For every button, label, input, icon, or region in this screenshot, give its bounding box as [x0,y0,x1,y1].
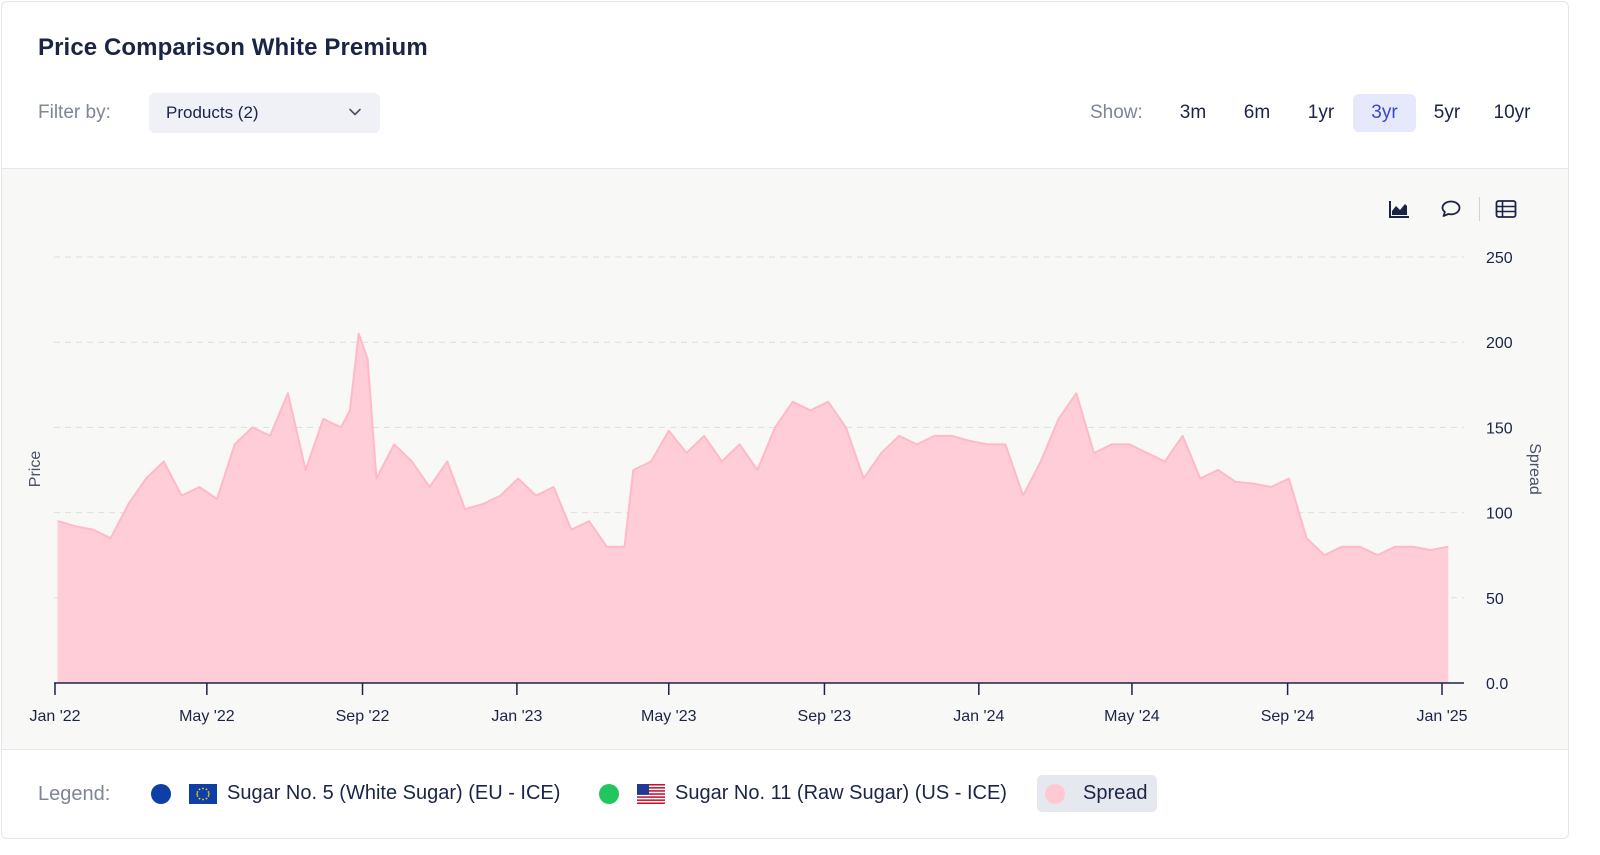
spread-area-chart: 250 200 150 100 50 0.0 Jan '22 May '22 Sep '22 Ja… [27,250,1543,725]
spread-line [57,332,1449,557]
x-tick-label: May '23 [641,708,697,725]
x-tick-label: Jan '22 [29,708,80,725]
legend-item-label: Sugar No. 11 (Raw Sugar) (US - ICE) [675,782,1007,804]
y-axis-title-left: Price [27,451,44,488]
eu-flag-icon [189,783,217,804]
page-title: Price Comparison White Premium [38,34,428,61]
legend-item-raw-sugar[interactable]: Sugar No. 11 (Raw Sugar) (US - ICE) [599,775,1007,812]
filter-value: Products (2) [166,103,259,122]
chart-area: 250 200 150 100 50 0.0 Jan '22 May '22 Sep '22 Ja… [2,168,1568,750]
y-axis-title-right: Spread [1526,443,1543,495]
legend-item-white-sugar[interactable]: Sugar No. 5 (White Sugar) (EU - ICE) [151,775,560,812]
y-tick-label: 150 [1486,420,1513,437]
comment-icon[interactable] [1439,197,1463,221]
range-6m-button[interactable]: 6m [1243,102,1271,123]
y-tick-label: 50 [1486,591,1504,608]
series-color-dot [151,783,171,804]
range-5yr-button[interactable]: 5yr [1433,102,1461,123]
x-tick-label: Jan '25 [1416,708,1467,725]
y-tick-label: 250 [1486,250,1513,267]
toolbar-divider [1479,197,1480,221]
x-tick-label: Jan '23 [491,708,542,725]
spread-area [57,333,1449,683]
chart-card: Price Comparison White Premium Filter by… [1,1,1569,839]
x-tick-label: May '22 [179,708,235,725]
legend-item-label: Spread [1083,782,1148,804]
range-3m-button[interactable]: 3m [1179,102,1207,123]
chevron-down-icon [349,108,361,116]
products-filter-dropdown[interactable]: Products (2) [149,93,380,133]
range-1yr-button[interactable]: 1yr [1307,102,1335,123]
filter-label: Filter by: [38,102,111,123]
table-icon[interactable] [1494,197,1518,221]
legend-label: Legend: [38,783,111,805]
series-color-dot [599,783,619,804]
x-tick-label: Sep '22 [336,708,390,725]
us-flag-icon [637,783,665,804]
show-label: Show: [1090,102,1143,123]
range-selector: 3m 6m 1yr 3yr 5yr 10yr [1167,94,1542,132]
series-color-dot [1045,783,1065,804]
x-tick-label: Jan '24 [953,708,1004,725]
y-tick-label: 100 [1486,506,1513,523]
range-10yr-button[interactable]: 10yr [1493,102,1531,123]
x-tick-label: Sep '23 [798,708,852,725]
range-3yr-button[interactable]: 3yr [1353,94,1416,132]
x-tick-label: May '24 [1104,708,1160,725]
legend: Legend: Sugar No. 5 (White Sugar) (EU - … [2,749,1568,838]
y-tick-label: 0.0 [1486,676,1508,693]
y-tick-label: 200 [1486,335,1513,352]
x-tick-label: Sep '24 [1261,708,1315,725]
legend-item-label: Sugar No. 5 (White Sugar) (EU - ICE) [227,782,561,804]
chart-toolbar [1387,197,1518,221]
area-chart-icon[interactable] [1387,197,1411,221]
legend-item-spread[interactable]: Spread [1037,775,1157,812]
